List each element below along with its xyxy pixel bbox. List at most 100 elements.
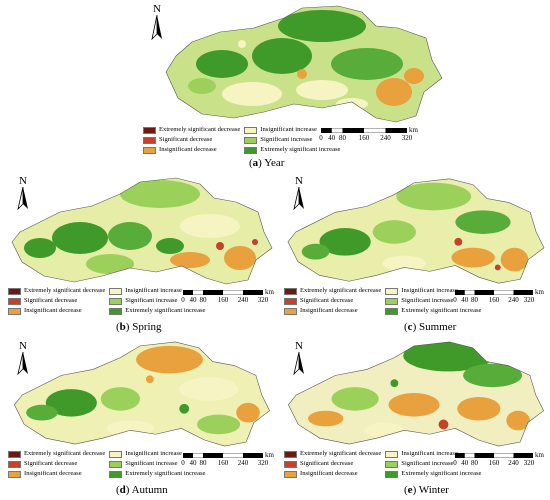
north-arrow: N bbox=[16, 341, 30, 381]
scale-tick: 80 bbox=[471, 459, 478, 467]
legend-label: Significant increase bbox=[125, 297, 178, 304]
legend-swatch bbox=[244, 126, 258, 134]
scale-tick: 160 bbox=[217, 459, 229, 467]
legend-item: Significant decrease bbox=[284, 297, 381, 305]
legend-swatch bbox=[244, 146, 258, 154]
legend-item: Extremely significant decrease bbox=[8, 450, 105, 458]
scale-bar-winter bbox=[455, 453, 533, 458]
scale-tick: 240 bbox=[508, 296, 519, 304]
legend-swatch bbox=[143, 126, 156, 134]
scale-unit: km bbox=[265, 288, 274, 296]
map-year-fill bbox=[166, 6, 442, 122]
caption-text: Autumn bbox=[131, 484, 168, 496]
scale-bar-spring bbox=[183, 290, 263, 295]
legend-item: Significant increase bbox=[109, 460, 205, 468]
scale-unit: km bbox=[265, 451, 274, 459]
scale-tick: 160 bbox=[358, 134, 370, 142]
caption-letter: a bbox=[252, 157, 259, 169]
legend-swatch bbox=[385, 307, 399, 315]
legend-item: Insignificant increase bbox=[385, 287, 481, 295]
legend-item: Extremely significant decrease bbox=[284, 287, 381, 295]
legend-swatch bbox=[109, 297, 123, 305]
legend-label: Insignificant decrease bbox=[24, 470, 82, 477]
caption-letter: d bbox=[119, 484, 126, 496]
legend-item: Insignificant decrease bbox=[284, 307, 381, 315]
scale-tick: 240 bbox=[237, 296, 249, 304]
scale-bar-summer bbox=[455, 290, 533, 295]
legend-label: Insignificant increase bbox=[125, 287, 182, 294]
legend-label: Significant decrease bbox=[159, 136, 213, 143]
scale-tick: 160 bbox=[488, 296, 500, 304]
caption-autumn: (d) Autumn bbox=[116, 484, 168, 496]
caption-letter: c bbox=[407, 321, 413, 333]
legend-item: Insignificant decrease bbox=[8, 470, 105, 478]
map-autumn bbox=[14, 341, 271, 447]
scale-bar-autumn bbox=[183, 453, 263, 458]
legend-label: Significant decrease bbox=[24, 460, 78, 467]
legend-item: Significant decrease bbox=[8, 297, 105, 305]
scale-tick: 240 bbox=[237, 459, 249, 467]
legend-item: Extremely significant increase bbox=[385, 470, 482, 478]
map-summer-fill bbox=[287, 178, 545, 284]
scale-tick: 320 bbox=[257, 296, 269, 304]
scale-tick: 320 bbox=[523, 296, 535, 304]
scale-tick: 80 bbox=[339, 134, 346, 142]
scale-tick: 40 bbox=[189, 296, 197, 304]
legend-autumn: Extremely significant decrease Insignifi… bbox=[8, 450, 206, 478]
legend-label: Insignificant increase bbox=[125, 450, 182, 457]
legend-item: Extremely significant decrease bbox=[8, 287, 105, 295]
north-label: N bbox=[153, 3, 161, 15]
scale-tick: 0 bbox=[181, 296, 185, 304]
legend-item: Insignificant decrease bbox=[143, 146, 240, 154]
scale-tick: 40 bbox=[189, 459, 197, 467]
legend-item: Extremely significant decrease bbox=[284, 450, 381, 458]
legend-item: Insignificant increase bbox=[109, 450, 205, 458]
legend-swatch bbox=[8, 287, 21, 295]
caption-spring: (b) Spring bbox=[116, 321, 162, 333]
legend-item: Extremely significant increase bbox=[109, 307, 206, 315]
legend-swatch bbox=[284, 287, 297, 295]
legend-item: Significant increase bbox=[385, 297, 481, 305]
legend-label: Significant decrease bbox=[300, 460, 354, 467]
scale-tick: 0 bbox=[453, 459, 457, 467]
legend-label: Significant increase bbox=[401, 297, 454, 304]
legend-label: Extremely significant increase bbox=[401, 307, 482, 314]
legend-swatch bbox=[8, 450, 21, 458]
legend-swatch bbox=[284, 450, 297, 458]
legend-spring: Extremely significant decrease Insignifi… bbox=[8, 287, 206, 315]
map-summer bbox=[287, 178, 545, 284]
scale-tick: 80 bbox=[199, 459, 207, 467]
scale-tick: 40 bbox=[328, 134, 336, 142]
legend-label: Significant decrease bbox=[300, 297, 354, 304]
legend-swatch bbox=[284, 297, 297, 305]
legend-label: Extremely significant decrease bbox=[300, 450, 382, 457]
north-arrow: N bbox=[16, 176, 30, 216]
legend-label: Significant decrease bbox=[24, 297, 78, 304]
north-label: N bbox=[295, 175, 303, 187]
legend-label: Extremely significant increase bbox=[125, 470, 206, 477]
legend-swatch bbox=[385, 287, 399, 295]
scale-tick: 160 bbox=[488, 459, 500, 467]
scale-tick: 40 bbox=[461, 459, 469, 467]
legend-year: Extremely significant decrease Insignifi… bbox=[143, 126, 341, 154]
legend-item: Insignificant increase bbox=[244, 126, 340, 134]
north-label: N bbox=[19, 175, 27, 187]
legend-item: Significant decrease bbox=[8, 460, 105, 468]
legend-swatch bbox=[109, 450, 123, 458]
caption-text: Summer bbox=[418, 321, 457, 333]
legend-swatch bbox=[244, 136, 258, 144]
legend-label: Extremely significant increase bbox=[401, 470, 482, 477]
legend-item: Insignificant decrease bbox=[284, 470, 381, 478]
legend-swatch bbox=[143, 136, 156, 144]
legend-label: Significant increase bbox=[401, 460, 454, 467]
legend-item: Extremely significant increase bbox=[244, 146, 341, 154]
scale-tick: 0 bbox=[181, 459, 185, 467]
legend-swatch bbox=[8, 307, 21, 315]
legend-label: Extremely significant decrease bbox=[159, 126, 241, 133]
legend-swatch bbox=[109, 470, 123, 478]
legend-label: Extremely significant increase bbox=[125, 307, 206, 314]
legend-swatch bbox=[284, 470, 297, 478]
legend-label: Insignificant decrease bbox=[24, 307, 82, 314]
scale-tick: 320 bbox=[401, 134, 413, 142]
legend-label: Insignificant increase bbox=[260, 126, 317, 133]
